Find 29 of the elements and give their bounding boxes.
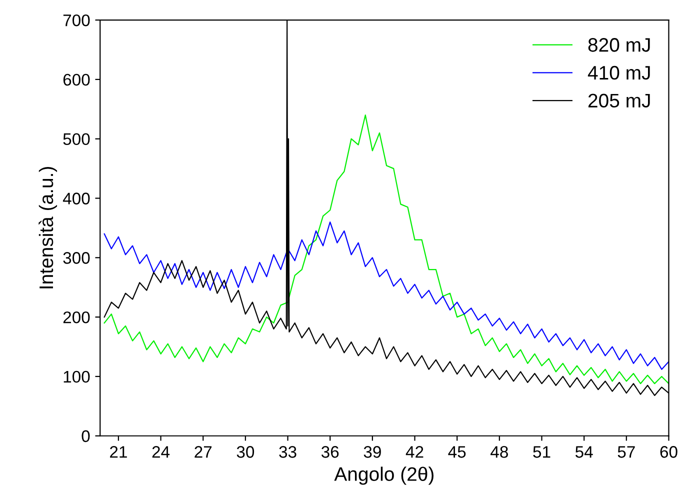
y-tick-label: 100 [64, 370, 90, 383]
x-tick-label: 51 [533, 446, 550, 458]
y-tick-label: 300 [63, 252, 90, 264]
x-tick-label: 39 [364, 446, 381, 458]
x-tick-label: 24 [152, 446, 170, 458]
legend-label: 410 mJ [588, 66, 650, 80]
line-series [104, 221, 669, 370]
legend-label: 205 mJ [588, 94, 650, 108]
x-tick-label: 21 [110, 446, 127, 458]
x-tick-label: 60 [660, 446, 678, 458]
y-tick-label: 200 [63, 311, 90, 324]
y-tick-label: 700 [63, 14, 90, 26]
legend-label: 820 mJ [588, 38, 650, 52]
x-tick-label: 42 [406, 446, 424, 458]
x-tick-label: 36 [321, 446, 339, 458]
x-tick-label: 57 [618, 446, 635, 458]
x-tick-label: 27 [194, 446, 212, 458]
y-tick-label: 500 [63, 133, 90, 146]
x-tick-label: 45 [448, 446, 466, 458]
x-axis-title: Angolo (2θ) [334, 466, 434, 485]
line-series [104, 114, 669, 384]
y-tick-label: 0 [82, 430, 90, 442]
x-tick-label: 30 [236, 446, 254, 458]
y-tick-label: 400 [62, 192, 90, 204]
x-tick-label: 48 [490, 446, 508, 458]
y-tick-label: 600 [63, 74, 90, 86]
y-axis-title: Intensità (a.u.) [38, 167, 58, 288]
x-tick-label: 54 [575, 446, 593, 458]
x-tick-label: 33 [279, 446, 296, 458]
